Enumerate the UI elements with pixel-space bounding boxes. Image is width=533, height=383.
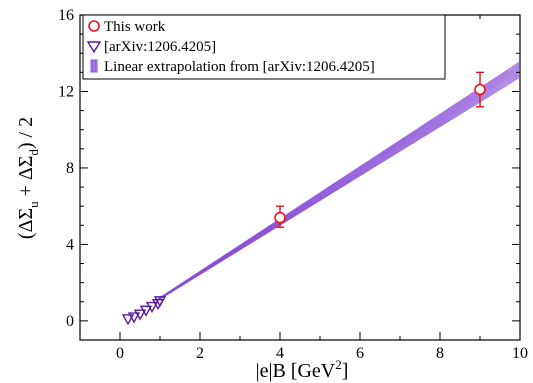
arxiv-point bbox=[145, 301, 159, 313]
arxiv-point bbox=[127, 312, 141, 324]
x-tick-label: 6 bbox=[356, 345, 364, 362]
legend-box bbox=[82, 14, 446, 80]
legend-marker-band bbox=[90, 59, 98, 73]
arxiv-point bbox=[121, 314, 135, 326]
legend-label-band: Linear extrapolation from [arXiv:1206.42… bbox=[104, 59, 375, 75]
this-work-point bbox=[474, 83, 486, 96]
legend-marker-this-work bbox=[88, 20, 100, 32]
legend-label-arxiv: [arXiv:1206.4205] bbox=[104, 39, 216, 55]
x-tick-label: 10 bbox=[512, 345, 528, 362]
data-points bbox=[121, 71, 486, 326]
legend-marker-arxiv bbox=[86, 41, 102, 54]
x-tick-label: 8 bbox=[436, 345, 444, 362]
y-axis-title: (ΔΣu + ΔΣd) / 2 bbox=[15, 117, 41, 239]
arxiv-point bbox=[133, 309, 147, 321]
y-tick-label: 12 bbox=[58, 83, 74, 100]
y-tick-label: 0 bbox=[66, 313, 74, 330]
y-tick-label: 8 bbox=[66, 160, 74, 177]
band-hatch-line bbox=[155, 61, 521, 301]
extrapolation-band bbox=[155, 61, 521, 302]
arxiv-point bbox=[139, 305, 153, 317]
x-tick-label: 0 bbox=[116, 345, 124, 362]
arxiv-point bbox=[153, 296, 167, 308]
y-tick-label: 4 bbox=[66, 236, 74, 253]
x-tick-label: 2 bbox=[196, 345, 204, 362]
y-tick-label: 16 bbox=[58, 7, 74, 24]
x-tick-label: 4 bbox=[276, 345, 284, 362]
x-axis-title: |e|B [GeV2] bbox=[256, 357, 349, 382]
legend-label-this-work: This work bbox=[104, 19, 166, 35]
legend: This work [arXiv:1206.4205] Linear extra… bbox=[82, 14, 446, 80]
this-work-point bbox=[274, 211, 286, 224]
